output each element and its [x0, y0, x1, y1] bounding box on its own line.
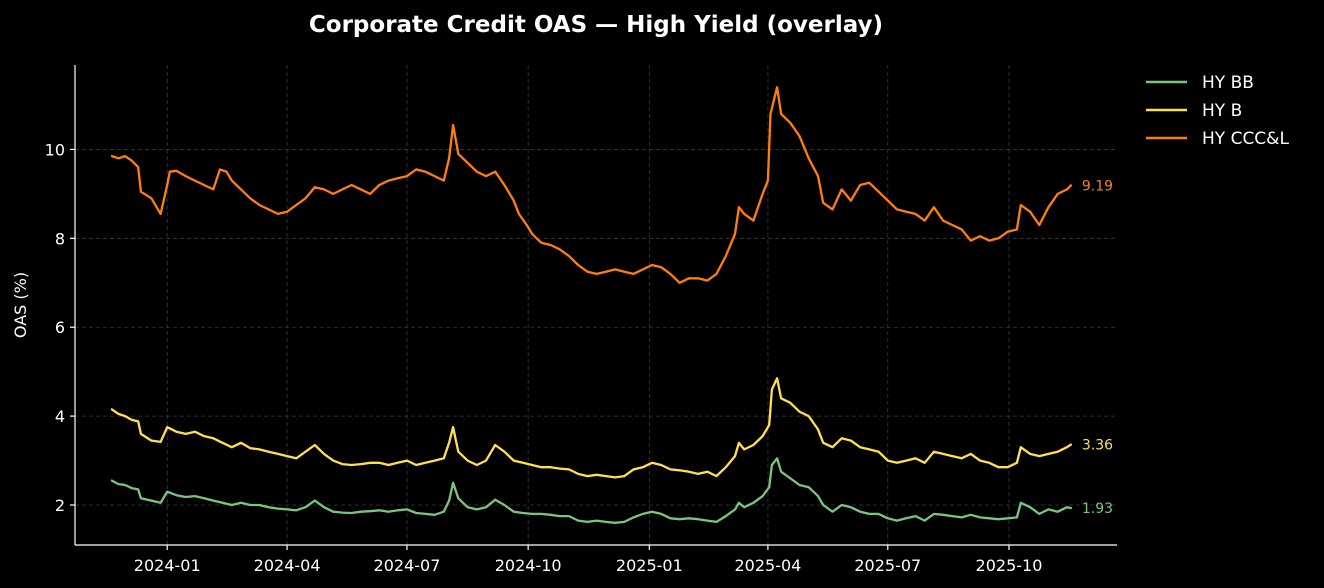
- x-tick-label: 2025-07: [854, 556, 921, 575]
- grid: [75, 65, 1117, 545]
- y-tick-label: 10: [45, 140, 65, 159]
- x-tick-label: 2025-01: [616, 556, 683, 575]
- y-tick-label: 4: [55, 407, 65, 426]
- end-value-label-hy-ccc-l: 9.19: [1082, 178, 1113, 194]
- x-tick-label: 2024-10: [495, 556, 562, 575]
- x-tick-label: 2025-04: [734, 556, 801, 575]
- legend-label-hy-bb: HY BB: [1202, 73, 1254, 93]
- y-tick-label: 8: [55, 229, 65, 248]
- y-axis-label: OAS (%): [11, 272, 30, 338]
- y-tick-label: 2: [55, 496, 65, 515]
- chart-title: Corporate Credit OAS — High Yield (overl…: [309, 12, 883, 38]
- series-lines: [110, 86, 1073, 524]
- series-line-hy-b: [110, 377, 1073, 479]
- legend-label-hy-ccc-l: HY CCC&L: [1202, 129, 1289, 149]
- legend-label-hy-b: HY B: [1202, 101, 1242, 121]
- x-tick-label: 2024-04: [254, 556, 321, 575]
- series-line-hy-bb: [110, 457, 1073, 524]
- legend: HY BB HY B HY CCC&L: [1146, 73, 1289, 149]
- x-tick-label: 2024-01: [134, 556, 201, 575]
- series-line-hy-ccc-l: [110, 86, 1073, 284]
- end-value-label-hy-b: 3.36: [1082, 438, 1113, 454]
- end-labels: 1.93 3.36 9.19: [1082, 178, 1113, 517]
- x-tick-label: 2025-10: [976, 556, 1043, 575]
- end-value-label-hy-bb: 1.93: [1082, 501, 1113, 517]
- axis-ticks: 2 4 6 8 10 2024-01 2024-04 2024-07 2024-10 2025-0…: [45, 140, 1043, 575]
- x-tick-label: 2024-07: [374, 556, 441, 575]
- y-tick-label: 6: [55, 318, 65, 337]
